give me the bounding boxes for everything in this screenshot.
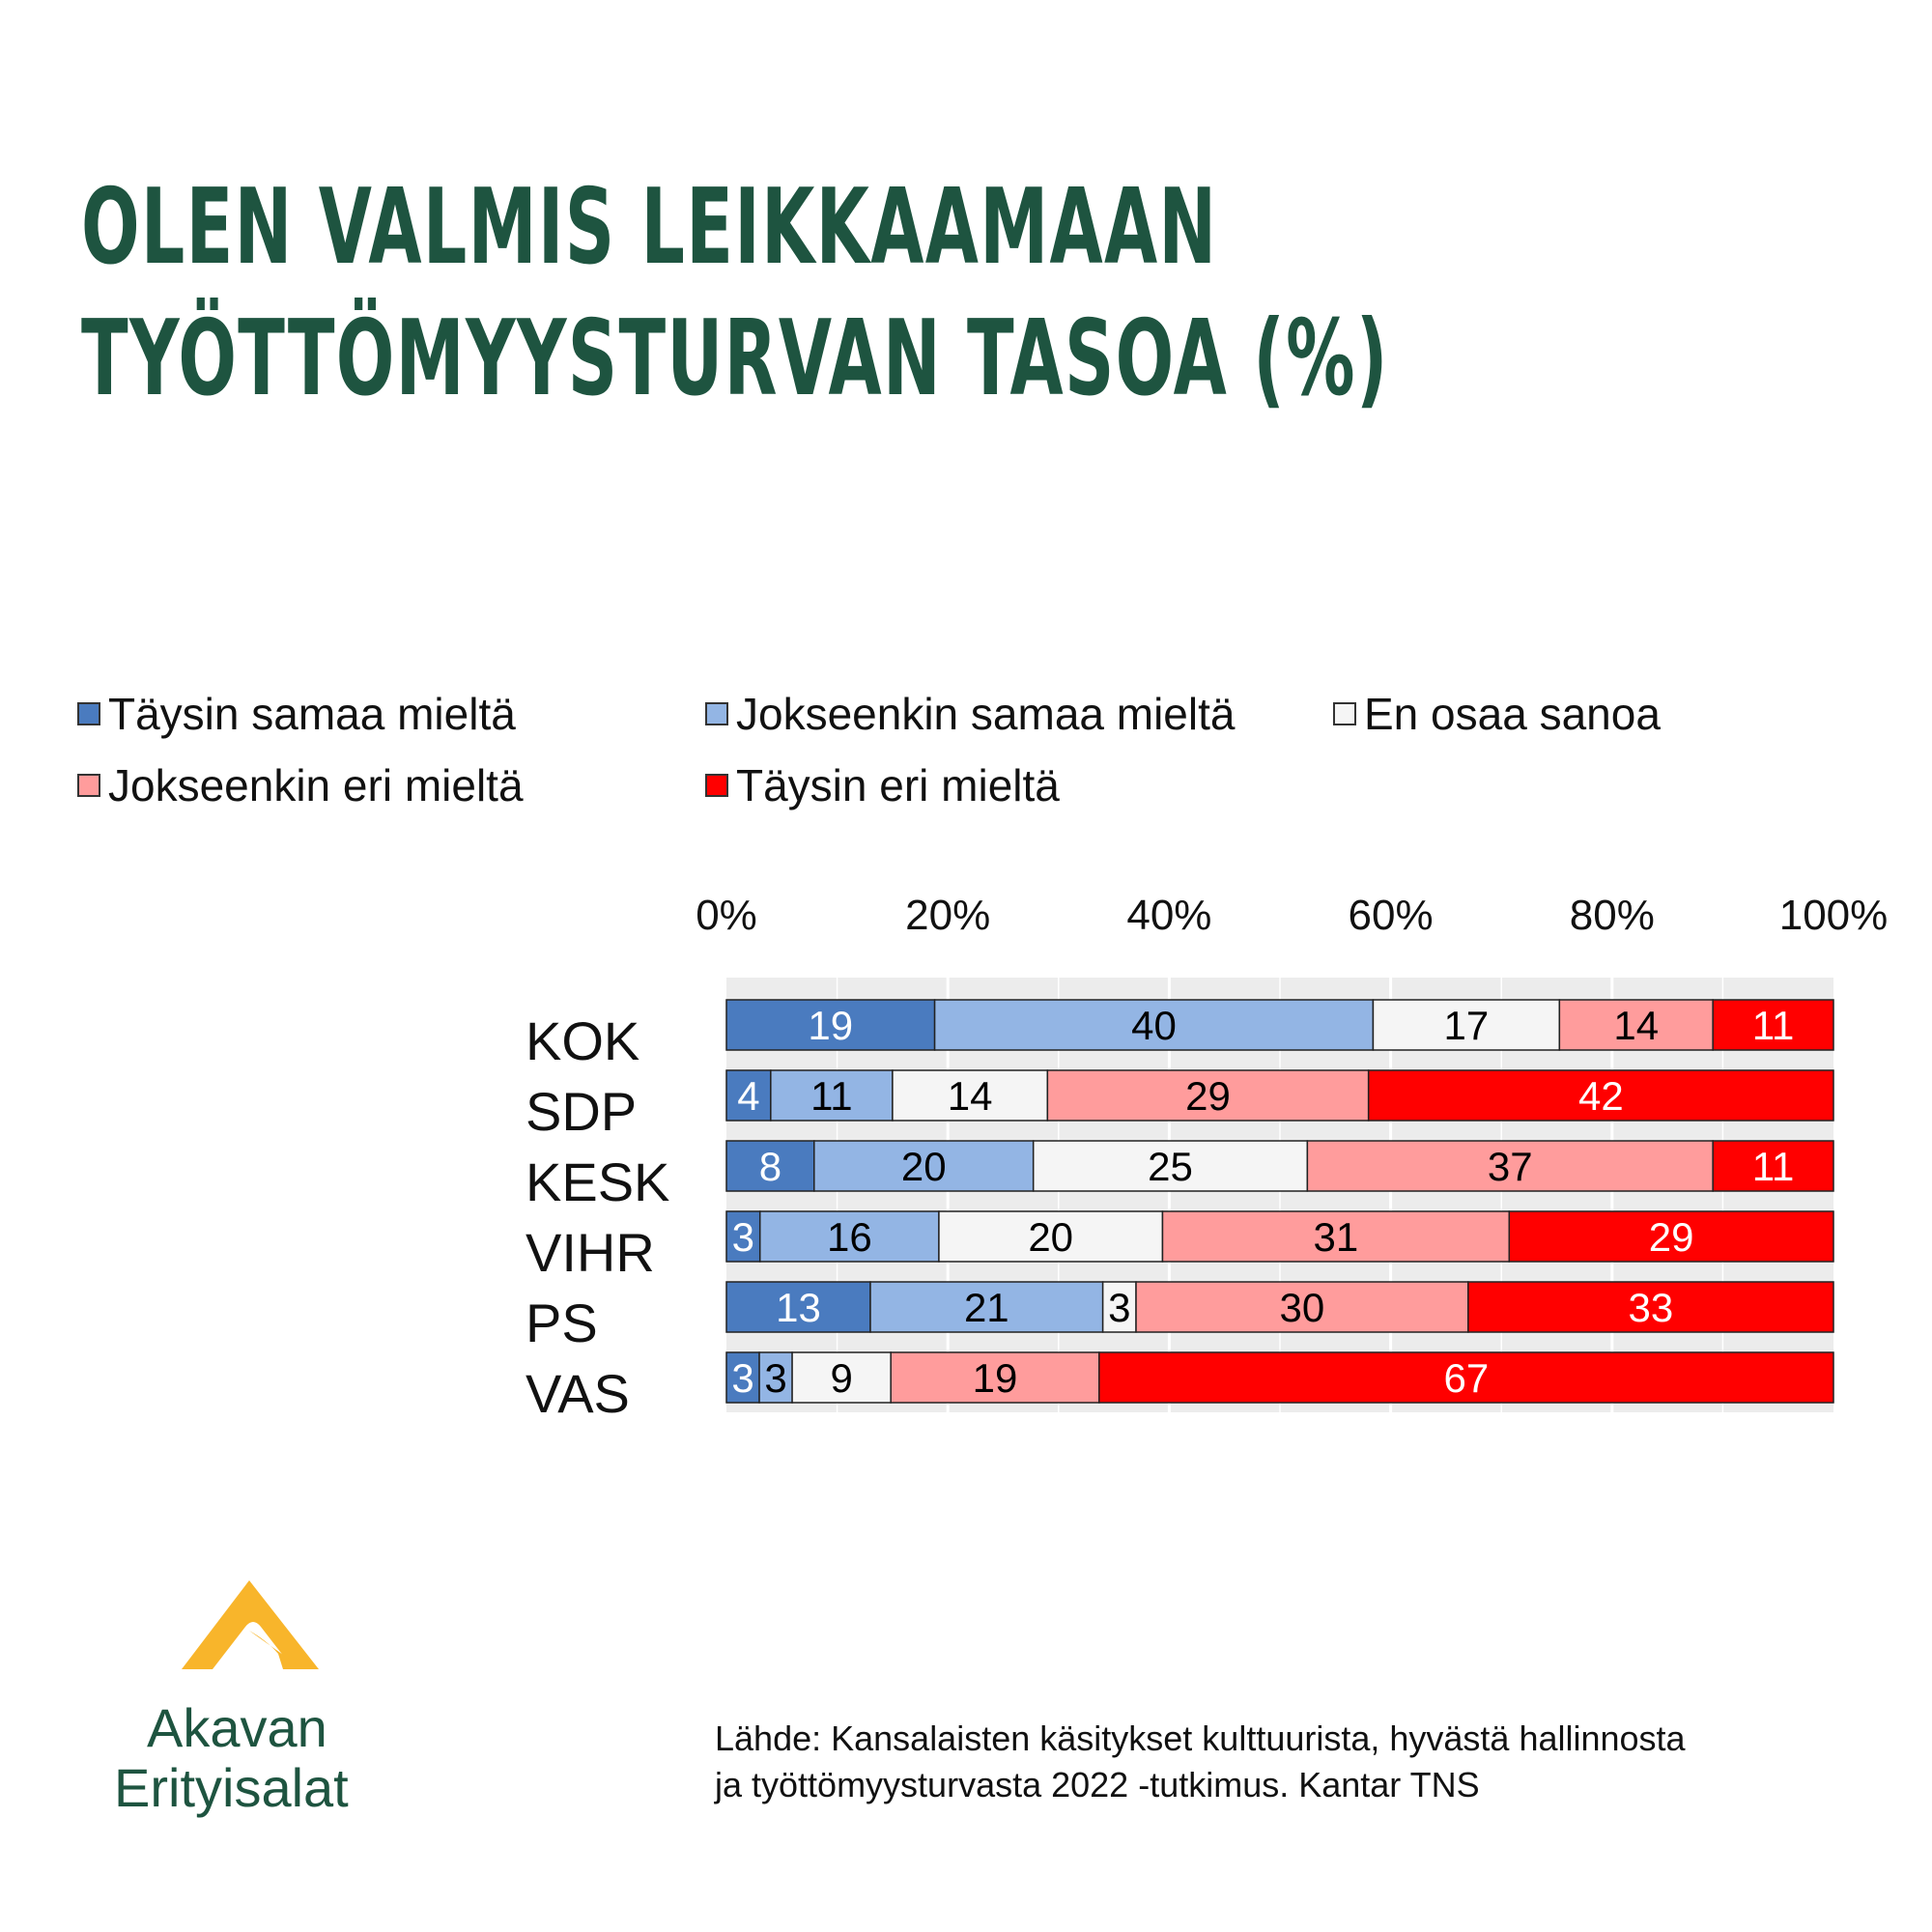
legend-item-jokseenkin-eri: Jokseenkin eri mieltä (77, 759, 524, 811)
bar-segment-vihr-4 (1508, 1210, 1834, 1263)
data-label: 11 (1752, 1144, 1795, 1189)
data-label: 11 (1752, 1003, 1795, 1048)
bar-segment-vas-1 (758, 1351, 793, 1404)
data-label: 3 (1108, 1285, 1130, 1330)
source-note-line-1: Lähde: Kansalaisten käsitykset kulttuuri… (715, 1719, 1686, 1758)
legend-item-taysin-eri: Täysin eri mieltä (705, 759, 1060, 811)
category-label-ps: PS (526, 1293, 598, 1353)
logo-wordmark: Akavan Erityisalat (114, 1698, 349, 1818)
legend-label-taysin-eri: Täysin eri mieltä (736, 760, 1060, 810)
data-label: 40 (1131, 1003, 1177, 1048)
bar-segment-ps-3 (1135, 1281, 1469, 1333)
bar-segment-sdp-2 (892, 1069, 1049, 1122)
bar-segment-vihr-2 (938, 1210, 1164, 1263)
category-label-sdp: SDP (526, 1081, 637, 1142)
data-label: 4 (737, 1073, 759, 1119)
legend-swatch-taysin-eri (705, 774, 728, 797)
data-label: 3 (732, 1214, 754, 1260)
category-label-kesk: KESK (526, 1151, 669, 1212)
data-label: 29 (1185, 1073, 1231, 1119)
source-note: Lähde: Kansalaisten käsitykset kulttuuri… (715, 1716, 1874, 1808)
bar-segment-kok-3 (1558, 999, 1714, 1051)
data-label: 20 (901, 1144, 947, 1189)
bar-segment-ps-0 (725, 1281, 871, 1333)
legend-item-en-osaa: En osaa sanoa (1333, 688, 1661, 740)
bar-segment-vihr-1 (758, 1210, 940, 1263)
bar-segment-kok-0 (725, 999, 936, 1051)
bar-segment-sdp-3 (1046, 1069, 1370, 1122)
x-tick-label: 40% (1126, 892, 1211, 939)
data-label: 3 (764, 1355, 786, 1401)
x-tick-label: 20% (905, 892, 990, 939)
bar-segment-sdp-0 (725, 1069, 772, 1122)
legend-swatch-en-osaa (1333, 702, 1356, 725)
legend-label-jokseenkin-samaa: Jokseenkin samaa mieltä (736, 689, 1236, 739)
bar-segment-kok-2 (1372, 999, 1561, 1051)
bar-segment-kesk-0 (725, 1140, 815, 1192)
data-label: 67 (1444, 1355, 1490, 1401)
data-label: 42 (1578, 1073, 1624, 1119)
bar-segment-ps-2 (1101, 1281, 1137, 1333)
legend-swatch-jokseenkin-samaa (705, 702, 728, 725)
logo-line-1: Akavan (147, 1697, 327, 1758)
bar-segment-vihr-3 (1161, 1210, 1511, 1263)
data-label: 11 (810, 1073, 853, 1119)
data-label: 29 (1649, 1214, 1694, 1260)
data-label: 33 (1629, 1285, 1674, 1330)
bar-segment-ps-1 (869, 1281, 1104, 1333)
legend-label-en-osaa: En osaa sanoa (1364, 689, 1661, 739)
legend-label-taysin-samaa: Täysin samaa mieltä (108, 689, 516, 739)
x-tick-label: 0% (696, 892, 757, 939)
data-label: 37 (1488, 1144, 1533, 1189)
data-label: 20 (1028, 1214, 1073, 1260)
bar-segment-kesk-4 (1712, 1140, 1834, 1192)
data-label: 19 (973, 1355, 1018, 1401)
data-label: 13 (776, 1285, 821, 1330)
bar-segment-sdp-1 (770, 1069, 894, 1122)
chart-title-line-1: OLEN VALMIS LEIKKAAMAAN (81, 167, 1218, 288)
bar-segment-kok-1 (933, 999, 1375, 1051)
data-label: 8 (759, 1144, 781, 1189)
bar-segment-vas-3 (890, 1351, 1100, 1404)
category-label-vihr: VIHR (526, 1222, 655, 1283)
data-label: 19 (808, 1003, 853, 1048)
data-label: 17 (1444, 1003, 1490, 1048)
logo-line-2: Erityisalat (114, 1757, 349, 1818)
legend-label-jokseenkin-eri: Jokseenkin eri mieltä (108, 760, 524, 810)
data-label: 25 (1148, 1144, 1193, 1189)
data-label: 9 (830, 1355, 852, 1401)
data-label: 3 (731, 1355, 753, 1401)
bar-segment-ps-4 (1467, 1281, 1834, 1333)
category-label-kok: KOK (526, 1010, 639, 1071)
akavan-erityisalat-logo-icon (182, 1580, 319, 1669)
x-tick-label: 80% (1570, 892, 1655, 939)
legend-swatch-jokseenkin-eri (77, 774, 100, 797)
chart-title-line-2: TYÖTTÖMYYSTURVAN TASOA (%) (81, 298, 1389, 419)
source-note-line-2: ja työttömyysturvasta 2022 -tutkimus. Ka… (715, 1765, 1480, 1804)
bar-segment-kesk-2 (1032, 1140, 1309, 1192)
legend-swatch-taysin-samaa (77, 702, 100, 725)
data-label: 31 (1314, 1214, 1359, 1260)
data-label: 30 (1280, 1285, 1325, 1330)
chart-title: OLEN VALMIS LEIKKAAMAAN TYÖTTÖMYYSTURVAN… (81, 162, 1389, 425)
data-label: 14 (948, 1073, 993, 1119)
data-label: 21 (964, 1285, 1009, 1330)
bar-segment-vas-4 (1098, 1351, 1834, 1404)
x-tick-label: 100% (1779, 892, 1889, 939)
bar-segment-kok-4 (1712, 999, 1834, 1051)
legend-item-jokseenkin-samaa: Jokseenkin samaa mieltä (705, 688, 1235, 740)
data-label: 14 (1613, 1003, 1659, 1048)
x-tick-label: 60% (1349, 892, 1434, 939)
category-label-vas: VAS (526, 1363, 630, 1424)
data-label: 16 (827, 1214, 872, 1260)
bar-segment-sdp-4 (1367, 1069, 1834, 1122)
bar-segment-vas-2 (791, 1351, 892, 1404)
legend-item-taysin-samaa: Täysin samaa mieltä (77, 688, 516, 740)
